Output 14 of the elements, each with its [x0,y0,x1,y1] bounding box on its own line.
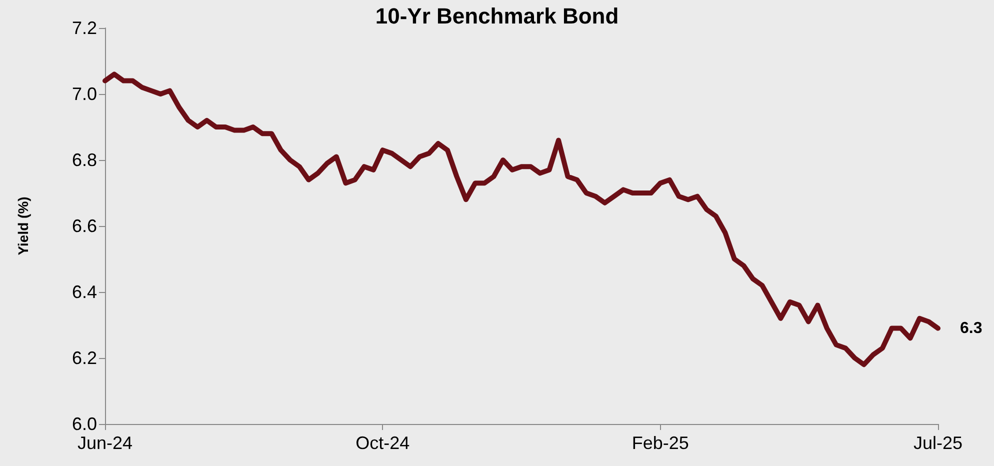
x-tick-label: Oct-24 [356,433,410,453]
y-tick-label: 6.8 [72,150,97,170]
x-tick-label: Jun-24 [77,433,133,453]
y-tick-label: 6.0 [72,414,97,434]
y-tick-label: 7.0 [72,84,97,104]
y-axis-title: Yield (%) [15,196,31,256]
y-tick-label: 7.2 [72,18,97,38]
y-tick-label: 6.2 [72,348,97,368]
y-tick-label: 6.4 [72,282,97,302]
x-tick-label: Jul-25 [913,433,963,453]
x-tick-label: Feb-25 [632,433,689,453]
chart-title: 10-Yr Benchmark Bond [375,4,619,28]
annotation: 6.3 [960,320,982,337]
y-tick-label: 6.6 [72,216,97,236]
